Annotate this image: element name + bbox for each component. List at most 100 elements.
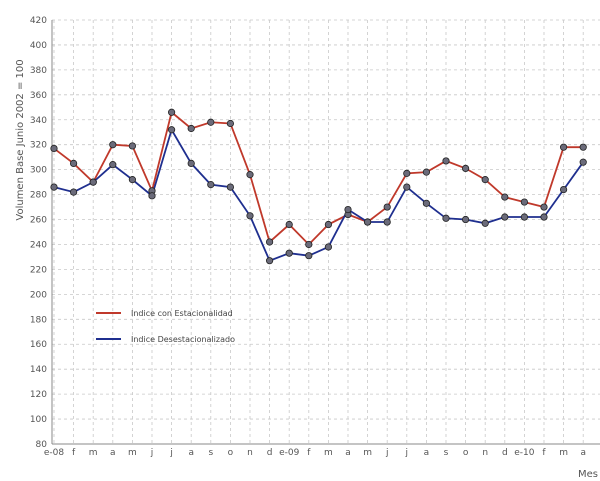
data-point (422, 199, 430, 207)
x-tick-label: f (72, 448, 76, 458)
data-point (187, 159, 195, 168)
series-line (53, 110, 584, 246)
y-tick-label: 300 (30, 166, 47, 176)
data-point (461, 164, 470, 172)
data-point (168, 126, 176, 134)
data-point (442, 157, 450, 165)
y-tick-label: 400 (30, 41, 47, 51)
x-tick-label: m (559, 448, 568, 458)
data-point (305, 240, 313, 249)
y-tick-label: 200 (30, 290, 47, 300)
data-point (246, 171, 254, 179)
y-tick-label: 120 (30, 390, 47, 400)
data-point (285, 249, 293, 257)
data-point (168, 108, 176, 116)
data-point (109, 141, 117, 149)
data-point (383, 203, 391, 211)
x-tick-label: e-09 (279, 448, 300, 458)
data-point (481, 176, 489, 184)
data-point (403, 169, 411, 177)
y-tick-label: 80 (36, 440, 48, 450)
x-tick-label: a (424, 448, 430, 458)
legend-label: Indice con Estacionalidad (131, 309, 233, 318)
x-tick-label: o (463, 448, 469, 458)
y-tick-label: 320 (30, 141, 47, 151)
data-point (109, 161, 117, 169)
x-tick-label: j (385, 448, 389, 458)
data-point (50, 144, 58, 153)
data-point (128, 142, 136, 150)
y-tick-label: 160 (30, 340, 47, 350)
y-axis: 80 100 120 140 160 180 200 220 240 260 280 300 320 34… (30, 16, 47, 450)
data-point (461, 215, 470, 224)
legend: Indice con Estacionalidad Indice Desestac… (96, 309, 235, 344)
y-tick-label: 240 (30, 240, 47, 250)
y-tick-label: 380 (30, 66, 47, 76)
y-tick-label: 100 (30, 415, 47, 425)
x-tick-label: m (324, 448, 333, 458)
data-point (442, 214, 450, 222)
x-tick-label: j (150, 448, 154, 458)
grid (51, 19, 600, 445)
data-point (403, 183, 411, 191)
y-tick-label: 280 (30, 191, 47, 201)
data-point (226, 119, 234, 128)
x-tick-label: n (482, 448, 488, 458)
y-tick-label: 360 (30, 91, 47, 101)
x-tick-label: a (580, 448, 586, 458)
data-point (246, 212, 254, 220)
x-tick-label: s (208, 448, 213, 458)
data-point (226, 183, 234, 191)
data-point (324, 220, 332, 229)
data-point (305, 252, 313, 260)
data-point (579, 143, 587, 151)
y-tick-label: 260 (30, 216, 47, 226)
x-tick-label: o (228, 448, 234, 458)
data-point (70, 159, 78, 168)
y-tick-label: 340 (30, 116, 47, 126)
x-tick-label: m (363, 448, 372, 458)
data-point (540, 213, 548, 221)
data-point (50, 183, 58, 191)
legend-label: Indice Desestacionalizado (131, 335, 235, 344)
data-point (481, 219, 489, 227)
data-point (501, 213, 509, 221)
data-point (324, 243, 332, 251)
data-point (128, 176, 136, 184)
data-point (207, 118, 215, 126)
data-point (363, 218, 372, 226)
x-axis: e-08 f m a m j j a s o n d e-09 f m a m j j a s o n d e-10 f m a (44, 448, 586, 458)
x-tick-label: d (502, 448, 508, 458)
y-tick-label: 220 (30, 265, 47, 275)
series-line (53, 127, 584, 262)
x-tick-label: n (247, 448, 253, 458)
data-point (285, 220, 293, 229)
x-tick-label: a (188, 448, 194, 458)
x-tick-label: d (267, 448, 273, 458)
data-point (265, 257, 274, 265)
data-point (501, 193, 509, 201)
x-tick-label: m (89, 448, 98, 458)
data-point (148, 192, 156, 200)
x-axis-title: Mes (578, 469, 598, 480)
series-group (50, 108, 587, 265)
y-tick-label: 140 (30, 365, 47, 375)
y-axis-title: Volumen Base Junio 2002 = 100 (15, 59, 26, 220)
x-tick-label: j (405, 448, 409, 458)
data-point (559, 186, 568, 194)
data-point (540, 203, 548, 211)
data-point (422, 168, 430, 176)
data-point (207, 181, 215, 189)
x-tick-label: j (169, 448, 173, 458)
data-point (559, 143, 568, 151)
x-tick-label: e-08 (44, 448, 65, 458)
data-point (383, 218, 391, 226)
x-tick-label: a (345, 448, 351, 458)
data-point (579, 158, 587, 166)
data-point (265, 238, 274, 246)
y-tick-label: 420 (30, 16, 47, 26)
x-tick-label: a (110, 448, 116, 458)
data-point (89, 178, 97, 186)
data-point (187, 124, 195, 133)
